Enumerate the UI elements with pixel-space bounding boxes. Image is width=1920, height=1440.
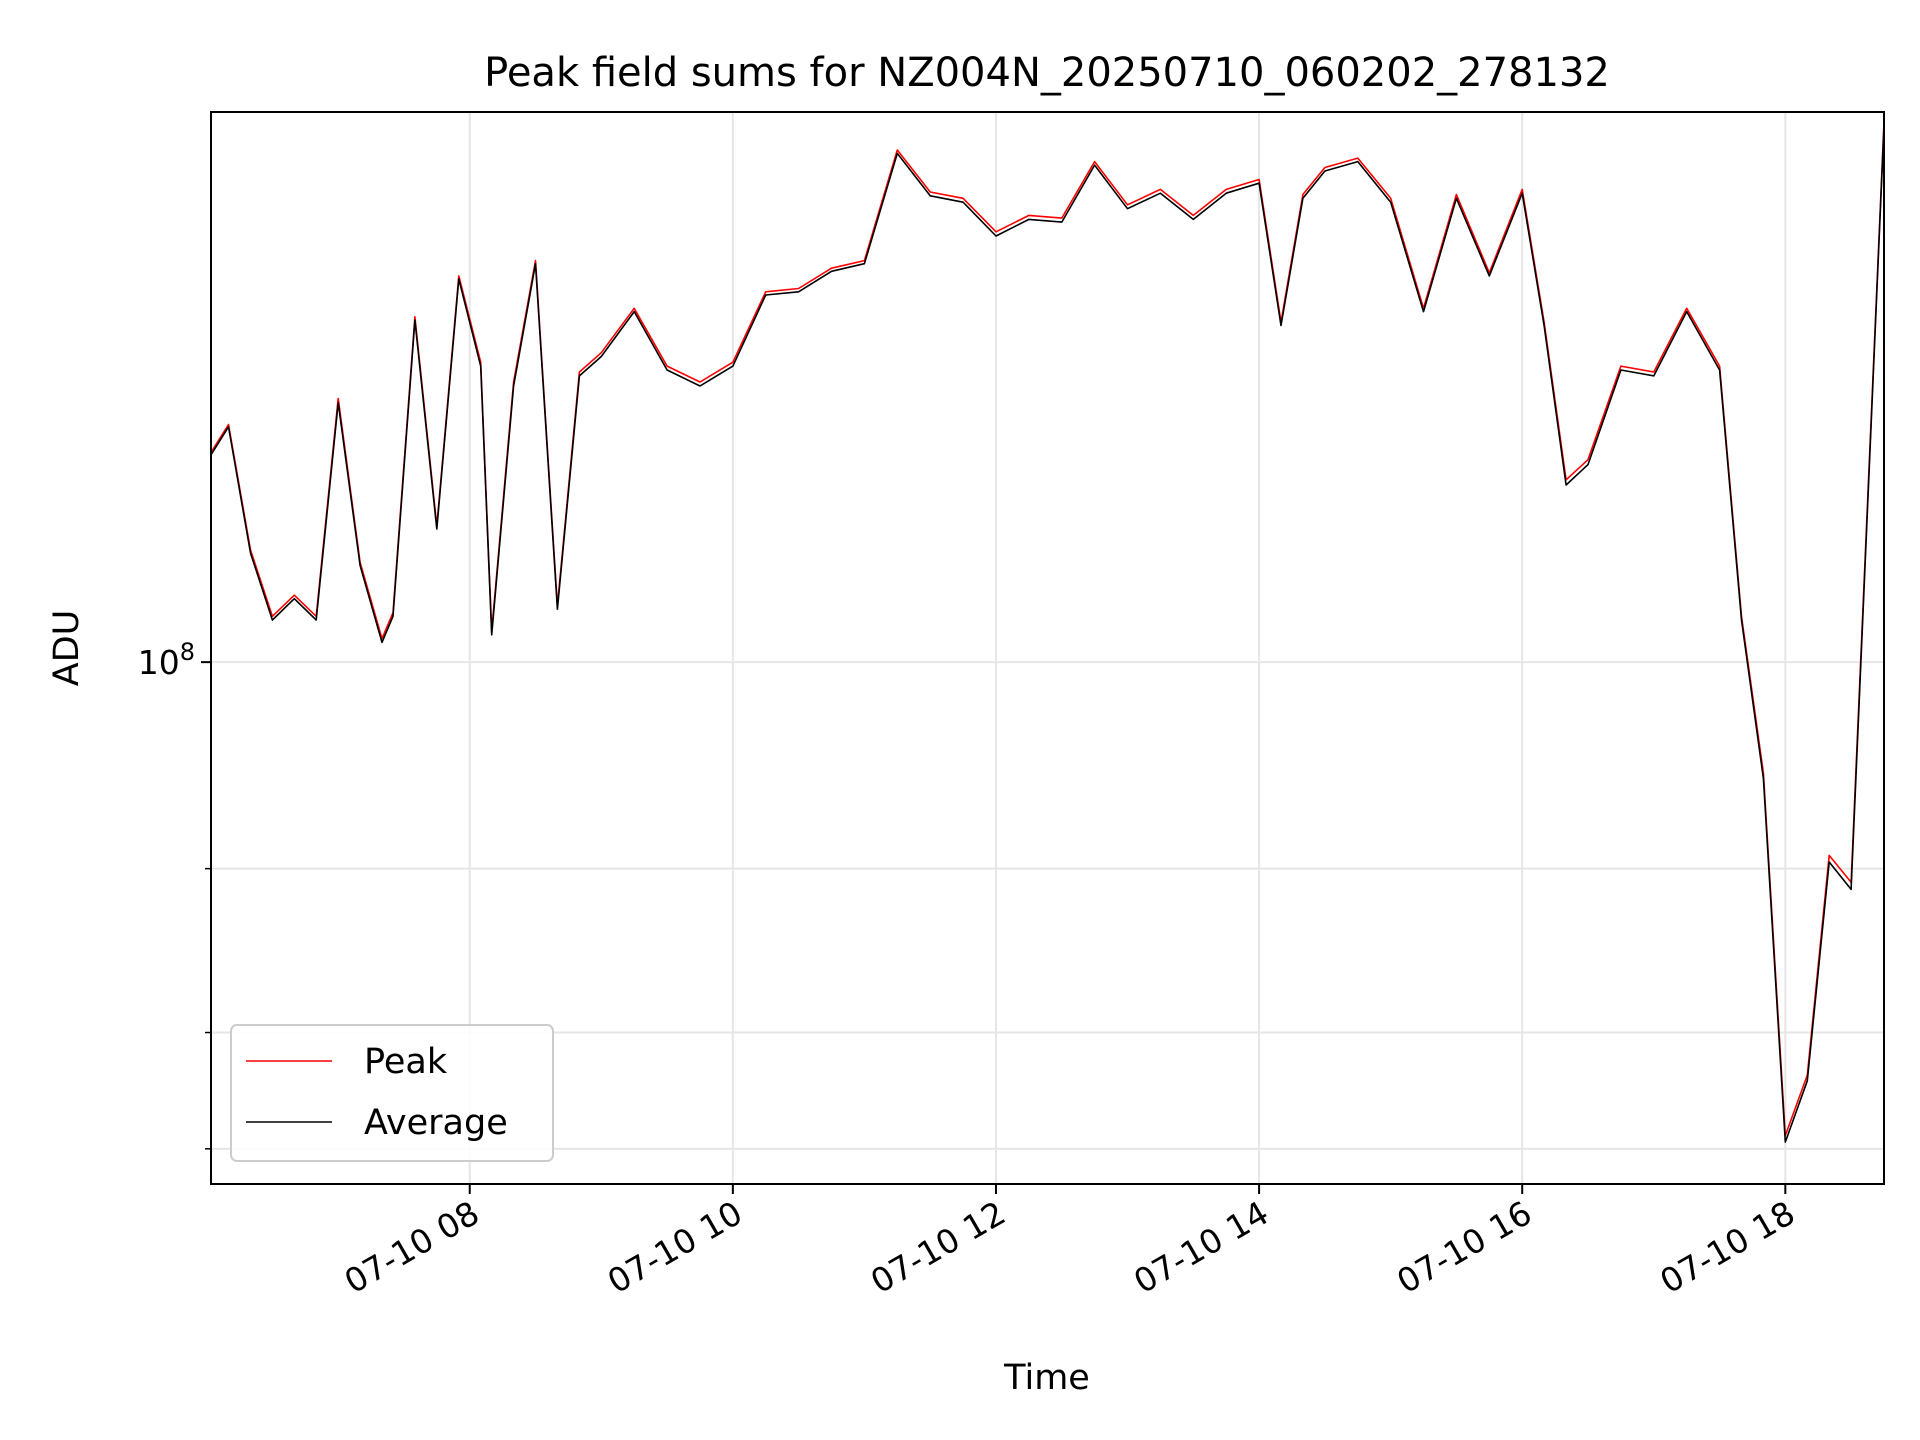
legend: Peak Average bbox=[230, 1024, 554, 1162]
chart-title: Peak field sums for NZ004N_20250710_0602… bbox=[484, 50, 1610, 96]
legend-average-label: Average bbox=[364, 1103, 508, 1143]
y-axis: 108 bbox=[138, 638, 211, 1150]
legend-peak-label: Peak bbox=[364, 1042, 448, 1082]
legend-box bbox=[230, 1024, 554, 1162]
x-axis-label: Time bbox=[1003, 1358, 1090, 1398]
y-tick-label: 108 bbox=[138, 638, 195, 682]
y-axis-label: ADU bbox=[47, 610, 87, 687]
series-group bbox=[210, 122, 1885, 1143]
series-line-average bbox=[210, 125, 1885, 1143]
plot-frame bbox=[210, 111, 1885, 1185]
